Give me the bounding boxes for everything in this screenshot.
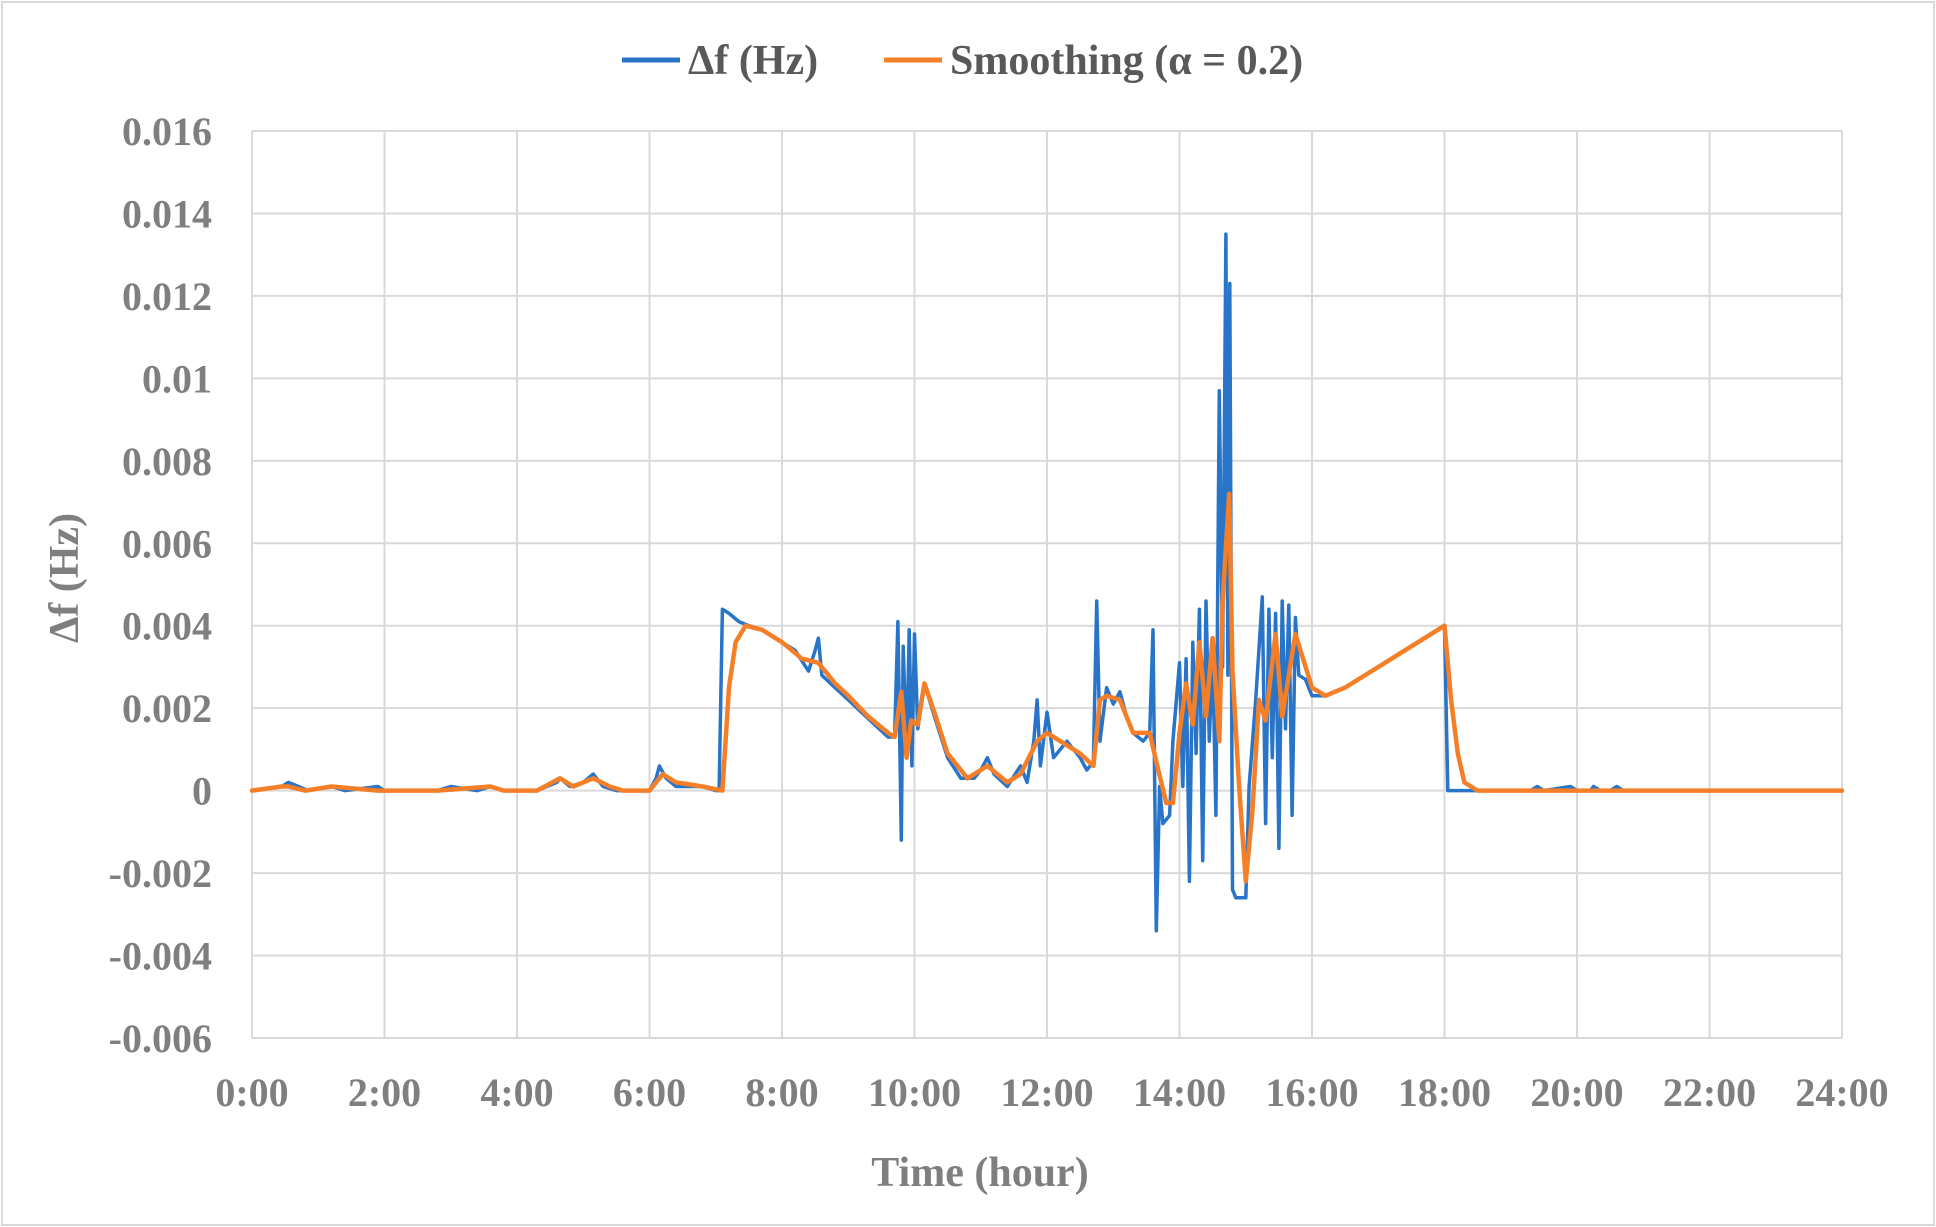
y-tick-label: 0.014 xyxy=(122,191,212,236)
legend-label-delta-f: Δf (Hz) xyxy=(688,38,818,84)
series-line-delta-f xyxy=(250,232,1844,933)
x-tick-label: 20:00 xyxy=(1530,1070,1623,1115)
x-tick-label: 12:00 xyxy=(1000,1070,1093,1115)
x-gridlines xyxy=(251,131,1843,1038)
y-tick-label: 0.002 xyxy=(122,686,212,731)
legend-label-smoothing: Smoothing (α = 0.2) xyxy=(950,38,1303,84)
x-tick-label: 10:00 xyxy=(868,1070,961,1115)
x-tick-label: 0:00 xyxy=(215,1070,288,1115)
x-axis-title: Time (hour) xyxy=(871,1150,1088,1196)
series-line-smoothing xyxy=(249,491,1845,884)
x-tick-label: 2:00 xyxy=(348,1070,421,1115)
x-tick-label: 8:00 xyxy=(745,1070,818,1115)
x-tick-label: 6:00 xyxy=(613,1070,686,1115)
legend: Δf (Hz) Smoothing (α = 0.2) xyxy=(622,38,1303,84)
x-tick-label: 24:00 xyxy=(1795,1070,1888,1115)
y-tick-label: 0.012 xyxy=(122,274,212,319)
x-tick-label: 22:00 xyxy=(1663,1070,1756,1115)
y-tick-label: 0.006 xyxy=(122,521,212,566)
x-tick-labels: 0:00 2:00 4:00 6:00 8:00 10:00 12:00 14:00 16:00… xyxy=(215,1070,1888,1115)
series-layer xyxy=(249,232,1845,933)
y-tick-label: 0.008 xyxy=(122,439,212,484)
y-tick-labels: 0.016 0.014 0.012 0.01 0.008 0.006 0.004 0.002 0… xyxy=(109,109,212,1061)
x-tick-label: 16:00 xyxy=(1265,1070,1358,1115)
x-tick-label: 14:00 xyxy=(1133,1070,1226,1115)
y-axis-title: Δf (Hz) xyxy=(42,513,88,643)
y-tick-label: -0.006 xyxy=(109,1016,212,1061)
x-tick-label: 18:00 xyxy=(1398,1070,1491,1115)
y-tick-label: 0.004 xyxy=(122,604,212,649)
x-tick-label: 4:00 xyxy=(480,1070,553,1115)
y-tick-label: 0 xyxy=(192,769,212,814)
y-tick-label: -0.004 xyxy=(109,934,212,979)
y-tick-label: -0.002 xyxy=(109,851,212,896)
y-tick-label: 0.01 xyxy=(142,356,212,401)
y-tick-label: 0.016 xyxy=(122,109,212,154)
